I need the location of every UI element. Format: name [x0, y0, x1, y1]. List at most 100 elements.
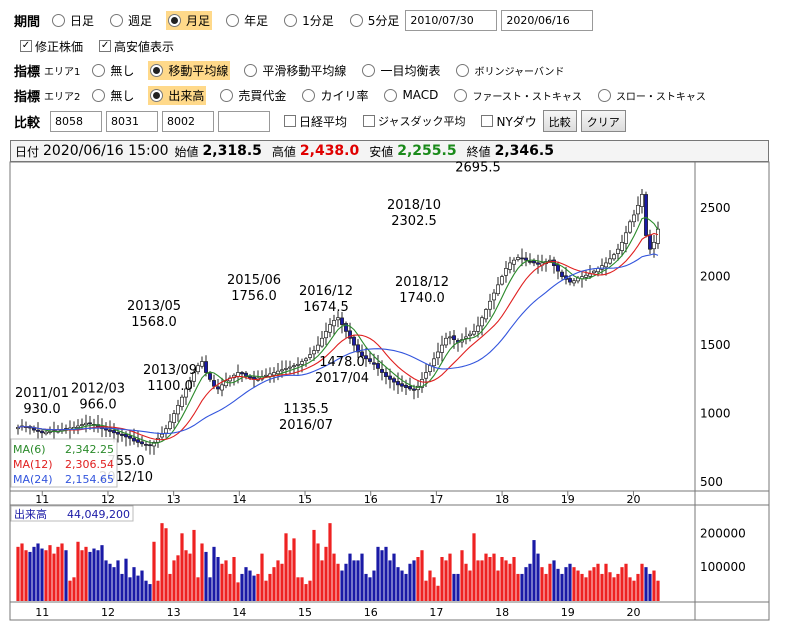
indicator1-none[interactable]: 無し	[90, 61, 136, 80]
volume-x-tick-label: 16	[364, 606, 378, 619]
indicator1-bollinger[interactable]: ボリンジャーバンド	[454, 62, 566, 79]
high-low-display-checkbox[interactable]: ✓ 高安値表示	[97, 37, 176, 56]
candle	[616, 248, 620, 254]
indicator2-fast-stochastics[interactable]: ファースト・ストキャス	[452, 87, 584, 104]
indicator2-none[interactable]: 無し	[90, 86, 136, 105]
volume-bar	[16, 546, 20, 601]
volume-bar	[512, 557, 516, 601]
compare-code-1[interactable]: 8058	[50, 110, 103, 132]
clear-button[interactable]: クリア	[580, 110, 626, 132]
nikkei-checkbox[interactable]: 日経平均	[282, 112, 349, 131]
volume-bar	[500, 557, 504, 601]
annotation-value: 1135.5	[283, 402, 329, 417]
candle	[148, 444, 152, 447]
indicator1-row: 指標 エリア1 無し 移動平均線 平滑移動平均線 一目均衡表 ボリンジャーバンド	[0, 59, 786, 81]
ma-legend-box	[10, 438, 118, 488]
candle	[400, 383, 404, 387]
volume-bar	[180, 533, 184, 601]
period-option-label: 5分足	[367, 13, 400, 28]
volume-bar	[140, 570, 144, 601]
candle	[352, 336, 356, 346]
candle	[492, 292, 496, 301]
indicator2-turnover[interactable]: 売買代金	[218, 86, 288, 105]
indicator1-moving-average[interactable]: 移動平均線	[148, 60, 231, 80]
volume-bar	[540, 567, 544, 601]
volume-bar	[156, 580, 160, 601]
option-label: 出来高	[168, 88, 205, 103]
candle	[108, 429, 112, 432]
compare-button[interactable]: 比較	[542, 110, 577, 132]
candle	[212, 380, 216, 387]
period-option-5min[interactable]: 5分足	[348, 11, 402, 30]
compare-code-2[interactable]: 8031	[106, 110, 159, 132]
annotation-date: 2018/10	[387, 198, 441, 213]
from-date-input[interactable]: 2010/07/30	[405, 9, 498, 31]
option-label: 一目均衡表	[380, 63, 441, 78]
radio-icon	[349, 13, 363, 27]
candle	[464, 336, 468, 339]
y-tick-label: 2500	[700, 201, 731, 215]
jasdaq-checkbox[interactable]: ジャスダック平均	[361, 112, 467, 130]
option-label: ボリンジャーバンド	[474, 66, 565, 78]
volume-bar	[504, 560, 508, 601]
period-option-label: 年足	[244, 13, 269, 28]
volume-bar	[192, 529, 196, 601]
candle	[320, 337, 324, 347]
period-option-daily[interactable]: 日足	[50, 11, 96, 30]
period-option-1min[interactable]: 1分足	[282, 11, 336, 30]
annotation-value: 1756.0	[231, 289, 277, 304]
volume-bar	[488, 557, 492, 601]
indicator1-ichimoku[interactable]: 一目均衡表	[360, 61, 442, 80]
indicator2-area: エリア2	[44, 91, 81, 103]
compare-code-4[interactable]	[218, 110, 271, 132]
candle	[120, 433, 124, 436]
period-option-yearly[interactable]: 年足	[224, 11, 270, 30]
candle	[488, 300, 492, 310]
indicator2-deviation[interactable]: カイリ率	[300, 86, 370, 105]
candle	[472, 331, 476, 335]
volume-bar	[636, 573, 640, 601]
option-label: 平滑移動平均線	[262, 63, 347, 78]
indicator2-macd[interactable]: MACD	[382, 87, 440, 103]
period-option-monthly[interactable]: 月足	[166, 10, 213, 30]
candle	[356, 344, 360, 353]
radio-icon	[384, 88, 398, 102]
indicator2-volume[interactable]: 出来高	[148, 85, 207, 105]
price-tick-labels: 500 1000 1500 2000 2500	[700, 201, 731, 489]
candle	[548, 259, 552, 262]
candle	[292, 365, 296, 368]
radio-icon	[284, 13, 298, 27]
candle	[372, 362, 376, 365]
x-tick-label: 18	[495, 493, 509, 506]
candle	[308, 354, 312, 358]
period-option-weekly[interactable]: 週足	[108, 11, 154, 30]
candle	[324, 331, 328, 339]
compare-code-3[interactable]: 8002	[162, 110, 215, 132]
volume-bar	[76, 541, 80, 601]
annotation-date: 2017/04	[315, 371, 369, 386]
volume-bar	[656, 580, 660, 601]
candle	[520, 257, 524, 260]
volume-bar	[480, 560, 484, 601]
volume-bar	[300, 577, 304, 601]
candle	[188, 380, 192, 389]
volume-legend-box	[10, 505, 134, 522]
annotation-date: 2012/03	[71, 381, 125, 396]
volume-bar	[564, 567, 568, 601]
date-value: 2020/06/16 15:00	[43, 143, 169, 159]
candle	[396, 381, 400, 386]
to-date-input[interactable]: 2020/06/16	[501, 9, 594, 31]
nydow-checkbox[interactable]: NYダウ	[479, 112, 538, 131]
candle	[344, 323, 348, 332]
candle	[248, 375, 252, 379]
indicator1-smoothed-ma[interactable]: 平滑移動平均線	[242, 61, 348, 80]
volume-tick-label: 100000	[700, 560, 746, 574]
ma6-legend-value: 2,342.25	[65, 443, 114, 456]
adjusted-price-checkbox[interactable]: ✓ 修正株価	[18, 37, 85, 56]
candle	[628, 221, 632, 233]
candle	[624, 232, 628, 244]
volume-bar	[168, 573, 172, 601]
volume-bar	[492, 553, 496, 601]
stock-chart[interactable]: 2011/01930.02012/03966.0755.02012/102013…	[0, 161, 786, 621]
indicator2-slow-stochastics[interactable]: スロー・ストキャス	[596, 87, 708, 104]
